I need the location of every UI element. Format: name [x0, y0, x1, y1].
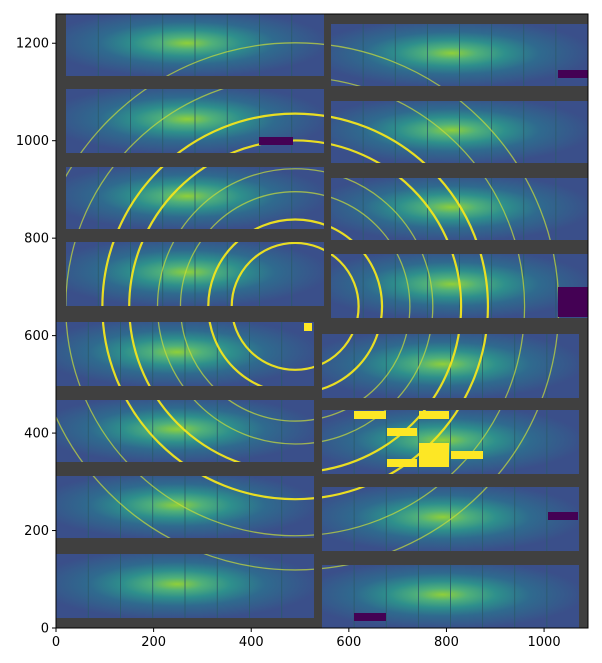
mask-block: [451, 451, 483, 459]
mask-block: [419, 443, 449, 467]
x-axis: 0 200 400 600 800 1000: [52, 628, 561, 650]
mask-block: [548, 512, 578, 520]
y-tick-label: 1200: [16, 37, 49, 52]
x-tick-label: 0: [52, 635, 60, 650]
y-tick-label: 800: [24, 232, 49, 247]
mask-block: [354, 613, 386, 621]
x-tick-label: 800: [434, 635, 459, 650]
x-tick-label: 200: [141, 635, 166, 650]
mask-block: [387, 459, 417, 467]
mask-block: [354, 411, 386, 419]
x-tick-label: 600: [336, 635, 361, 650]
mask-block: [419, 411, 449, 419]
mask-block: [558, 70, 588, 78]
y-tick-label: 400: [24, 427, 49, 442]
y-tick-label: 200: [24, 524, 49, 539]
y-tick-label: 600: [24, 329, 49, 344]
mask-block: [304, 323, 312, 331]
x-tick-label: 1000: [528, 635, 561, 650]
y-tick-label: 0: [41, 622, 49, 637]
panel-overlays: [259, 70, 588, 621]
mask-block: [387, 428, 417, 436]
y-tick-label: 1000: [16, 134, 49, 149]
y-axis: 0 200 400 600 800 1000 1200: [16, 37, 56, 637]
x-tick-label: 400: [239, 635, 264, 650]
mask-block: [558, 287, 588, 317]
axes-frame: [55, 13, 589, 629]
mask-block: [259, 137, 293, 145]
